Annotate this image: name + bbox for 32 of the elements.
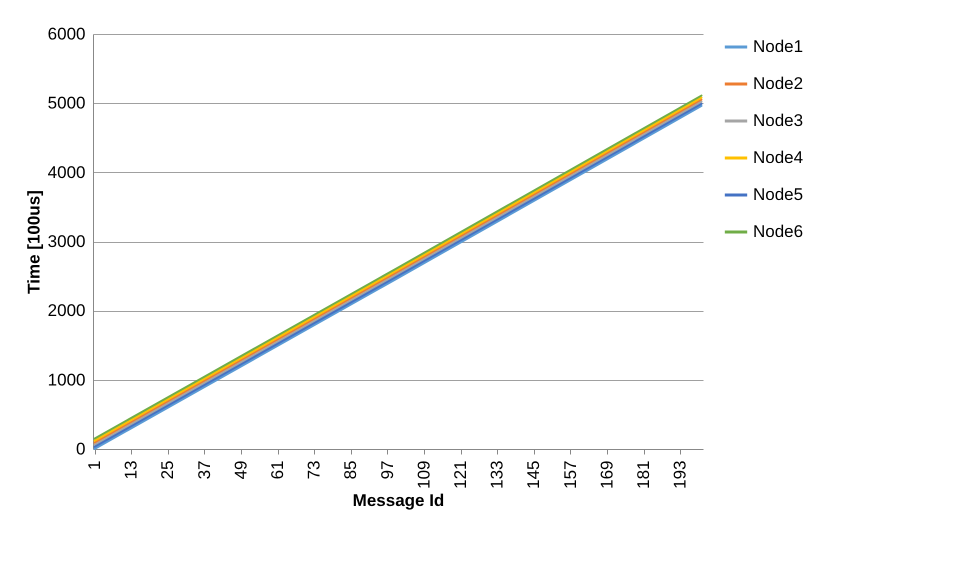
x-tick-label: 145 xyxy=(524,460,544,489)
y-tick-label: 6000 xyxy=(48,24,86,44)
x-tick-label: 85 xyxy=(341,460,360,480)
x-axis-title: Message Id xyxy=(352,490,444,510)
legend-label: Node6 xyxy=(753,222,804,241)
x-tick-label: 133 xyxy=(488,460,507,489)
x-tick-label: 73 xyxy=(304,460,324,480)
legend-label: Node3 xyxy=(753,111,804,130)
x-tick-label: 25 xyxy=(158,460,178,480)
x-tick-label: 181 xyxy=(634,460,654,489)
x-tick-label: 157 xyxy=(560,460,580,489)
x-tick-label: 169 xyxy=(597,460,616,489)
y-tick-label: 0 xyxy=(76,440,86,458)
y-tick-label: 4000 xyxy=(48,162,86,182)
y-tick-label: 2000 xyxy=(48,301,86,320)
x-tick-label: 49 xyxy=(231,460,250,480)
x-tick-label: 1 xyxy=(85,460,104,470)
x-tick-label: 109 xyxy=(414,460,434,489)
legend-label: Node4 xyxy=(753,148,804,167)
x-tick-label: 97 xyxy=(378,460,397,480)
y-axis-title: Time [100us] xyxy=(24,190,44,294)
x-tick-label: 13 xyxy=(122,460,141,480)
x-tick-label: 121 xyxy=(451,460,470,489)
y-tick-label: 3000 xyxy=(48,232,86,251)
x-tick-label: 61 xyxy=(268,460,288,480)
legend-label: Node5 xyxy=(753,185,804,204)
legend-label: Node2 xyxy=(753,74,804,93)
x-tick-label: 193 xyxy=(670,460,690,489)
y-tick-label: 5000 xyxy=(48,94,86,113)
legend-label: Node1 xyxy=(753,37,804,56)
y-tick-label: 1000 xyxy=(48,370,86,390)
x-tick-label: 37 xyxy=(194,460,214,480)
